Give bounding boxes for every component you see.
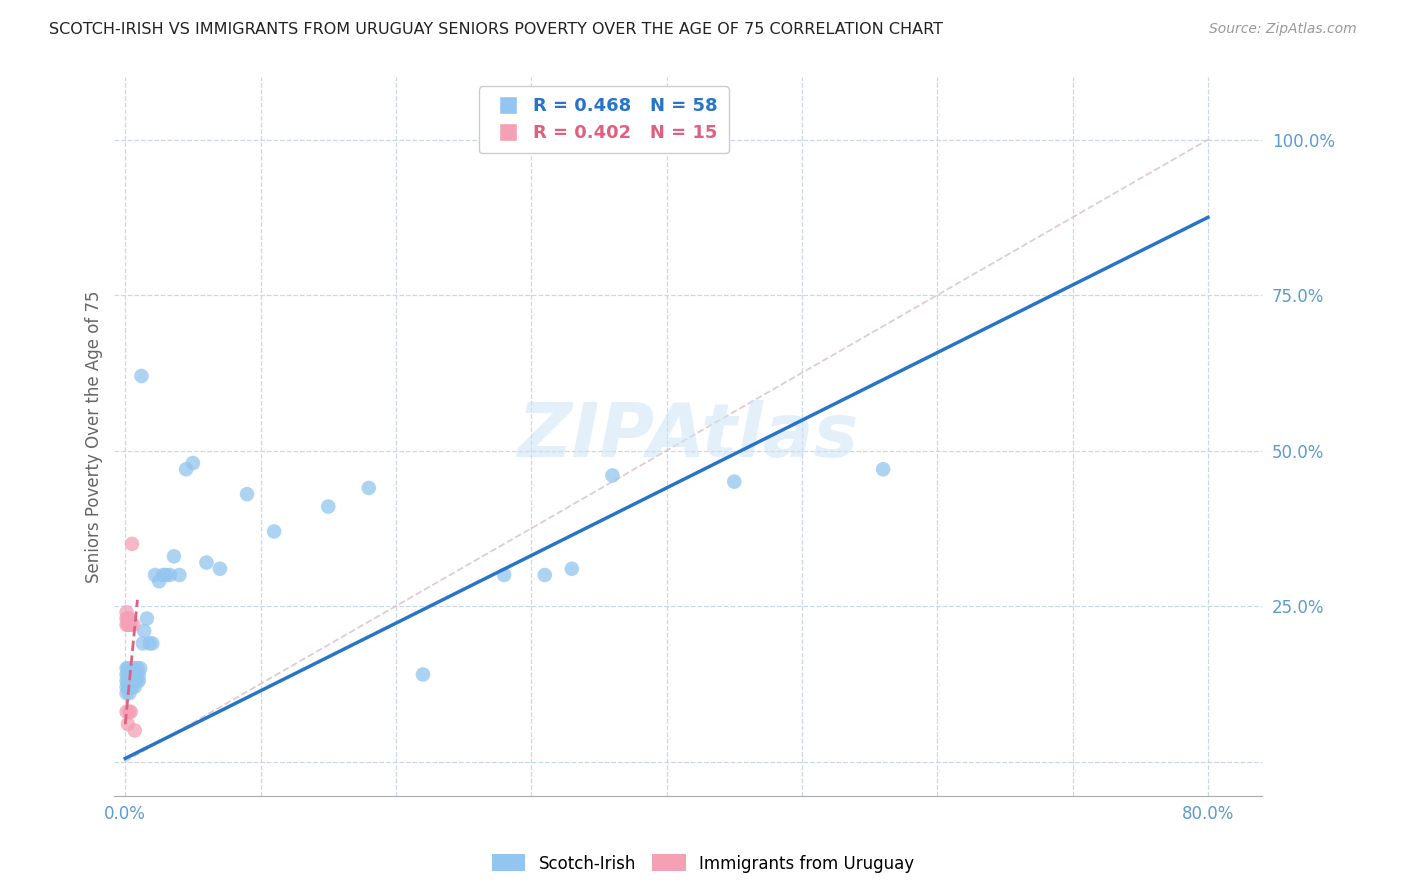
Point <box>163 549 186 564</box>
Point <box>121 680 143 694</box>
Point <box>602 468 624 483</box>
Point <box>357 481 380 495</box>
Point <box>208 562 231 576</box>
Point <box>148 574 170 589</box>
Point <box>125 667 148 681</box>
Point <box>561 562 583 576</box>
Point <box>174 462 197 476</box>
Point <box>115 686 138 700</box>
Point <box>118 705 141 719</box>
Point <box>128 673 150 688</box>
Point <box>129 661 152 675</box>
Point <box>120 617 142 632</box>
Point <box>159 568 181 582</box>
Point <box>117 617 139 632</box>
Point <box>115 617 138 632</box>
Point <box>494 133 516 147</box>
Point <box>115 605 138 619</box>
Point <box>118 686 141 700</box>
Point <box>115 661 138 675</box>
Point <box>533 133 555 147</box>
Point <box>263 524 285 539</box>
Point <box>117 667 139 681</box>
Point <box>120 705 142 719</box>
Point <box>124 680 146 694</box>
Point <box>120 680 142 694</box>
Point <box>135 611 157 625</box>
Point <box>132 636 155 650</box>
Point <box>118 680 141 694</box>
Point <box>121 537 143 551</box>
Point <box>128 667 150 681</box>
Point <box>115 705 138 719</box>
Point <box>115 611 138 625</box>
Point <box>533 568 555 582</box>
Point <box>127 661 149 675</box>
Point <box>118 611 141 625</box>
Text: SCOTCH-IRISH VS IMMIGRANTS FROM URUGUAY SENIORS POVERTY OVER THE AGE OF 75 CORRE: SCOTCH-IRISH VS IMMIGRANTS FROM URUGUAY … <box>49 22 943 37</box>
Point <box>125 673 148 688</box>
Point <box>122 617 145 632</box>
Point <box>155 568 177 582</box>
Point <box>121 667 143 681</box>
Point <box>316 500 339 514</box>
Point <box>118 667 141 681</box>
Point <box>143 568 166 582</box>
Point <box>117 673 139 688</box>
Point <box>152 568 174 582</box>
Point <box>120 673 142 688</box>
Point <box>141 636 163 650</box>
Point <box>118 617 141 632</box>
Point <box>117 717 139 731</box>
Point <box>138 636 160 650</box>
Point <box>236 487 259 501</box>
Legend: R = 0.468   N = 58, R = 0.402   N = 15: R = 0.468 N = 58, R = 0.402 N = 15 <box>479 87 728 153</box>
Point <box>121 673 143 688</box>
Point <box>494 568 516 582</box>
Point <box>117 661 139 675</box>
Point <box>124 661 146 675</box>
Point <box>561 133 583 147</box>
Point <box>120 667 142 681</box>
Point <box>181 456 204 470</box>
Point <box>117 611 139 625</box>
Point <box>124 723 146 738</box>
Point <box>118 673 141 688</box>
Point <box>723 475 745 489</box>
Point <box>115 667 138 681</box>
Point <box>122 667 145 681</box>
Text: Source: ZipAtlas.com: Source: ZipAtlas.com <box>1209 22 1357 37</box>
Point <box>134 624 156 638</box>
Point <box>122 673 145 688</box>
Point <box>117 680 139 694</box>
Point <box>169 568 191 582</box>
Point <box>412 667 434 681</box>
Point <box>115 680 138 694</box>
Text: ZIPAtlas: ZIPAtlas <box>517 401 859 473</box>
Point <box>115 673 138 688</box>
Point <box>127 673 149 688</box>
Y-axis label: Seniors Poverty Over the Age of 75: Seniors Poverty Over the Age of 75 <box>86 291 103 582</box>
Legend: Scotch-Irish, Immigrants from Uruguay: Scotch-Irish, Immigrants from Uruguay <box>485 847 921 880</box>
Point <box>131 368 153 383</box>
Point <box>872 462 894 476</box>
Point <box>195 556 218 570</box>
